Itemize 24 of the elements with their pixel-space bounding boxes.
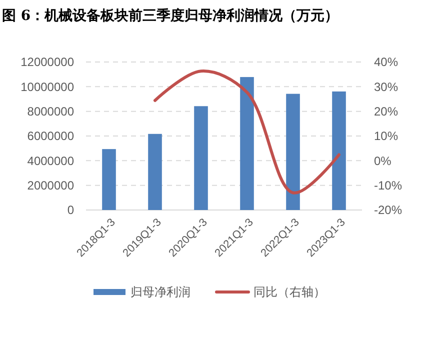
y2-tick-label: 10% [374,129,398,144]
line-series [154,70,340,194]
bar [332,91,346,210]
y-tick-label: 8000000 [27,104,74,119]
y-tick-label: 6000000 [27,129,74,144]
y-tick-label: 10000000 [20,80,74,94]
legend-label: 归母净利润 [130,285,190,300]
y2-tick-label: -10% [374,178,402,193]
y-tick-label: 0 [67,203,74,218]
legend-label: 同比（右轴） [254,285,326,300]
bar [102,149,116,210]
bar [240,77,254,210]
y2-tick-label: 20% [374,104,398,119]
bar [148,134,162,210]
y2-tick-label: 0% [374,154,392,168]
bar [194,106,208,210]
y-tick-label: 2000000 [27,178,74,193]
y2-tick-label: -20% [374,203,402,218]
y-tick-label: 12000000 [20,55,74,70]
y-tick-label: 4000000 [27,154,74,168]
y2-tick-label: 40% [374,55,398,70]
y2-tick-label: 30% [374,80,398,94]
chart-title: 图 6：机械设备板块前三季度归母净利润情况（万元） [2,7,339,24]
bar [286,94,300,210]
